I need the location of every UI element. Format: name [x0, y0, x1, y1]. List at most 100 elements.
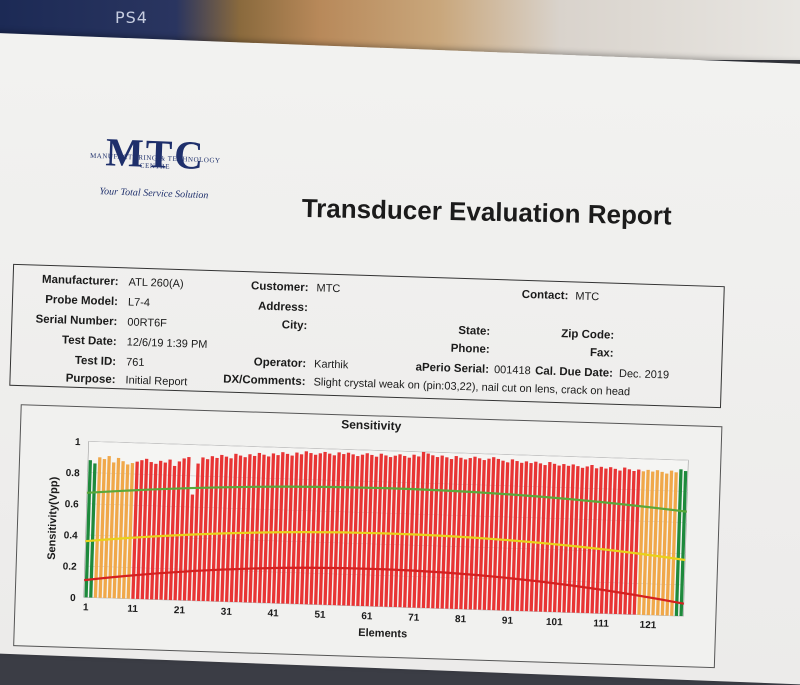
bar [201, 459, 210, 602]
city-label: City: [281, 319, 308, 333]
bar [187, 494, 195, 601]
bar [253, 452, 262, 603]
bar [145, 462, 153, 600]
bar [627, 470, 636, 615]
manufacturer-label: Manufacturer: [41, 273, 119, 289]
bar [229, 453, 238, 602]
bar [670, 472, 678, 616]
bar [299, 451, 309, 605]
bar [566, 464, 575, 613]
bar [552, 465, 561, 613]
x-tick-label: 21 [174, 605, 186, 616]
phone-label: Phone: [450, 342, 490, 356]
bar [182, 456, 191, 601]
bar [318, 451, 327, 605]
y-tick-label: 0.6 [65, 499, 80, 510]
bar [135, 460, 144, 600]
bar [426, 455, 435, 609]
bar [529, 461, 538, 612]
test-id-value: 761 [125, 356, 145, 369]
bar [613, 470, 622, 615]
purpose-label: Purpose: [65, 372, 116, 387]
bar [150, 463, 158, 600]
bar [117, 461, 125, 599]
address-label: Address: [257, 300, 309, 315]
x-tick-label: 101 [546, 617, 563, 629]
bar [543, 462, 552, 612]
mtc-logo: MTC MANUFACTURING & TECHNOLOGY CENTRE Yo… [79, 129, 231, 202]
bar [243, 454, 252, 603]
bar [262, 456, 271, 604]
bar [239, 457, 247, 603]
bar [538, 465, 547, 612]
bar [140, 458, 149, 600]
x-tick-label: 1 [83, 602, 89, 613]
bar [126, 462, 135, 599]
operator-value: Karthik [313, 358, 349, 372]
bar [609, 468, 617, 614]
bar [506, 459, 515, 611]
customer-value: MTC [316, 282, 341, 296]
bar [679, 471, 688, 617]
cal-due-date-value: Dec. 2019 [618, 367, 670, 382]
test-date-label: Test Date: [61, 334, 117, 349]
bar [89, 463, 97, 598]
bar [285, 455, 294, 604]
bar [224, 458, 233, 602]
bar [562, 465, 571, 613]
report-title: Transducer Evaluation Report [301, 192, 672, 231]
bar [468, 456, 477, 610]
test-id-label: Test ID: [74, 354, 117, 369]
x-tick-label: 71 [408, 612, 420, 623]
bar [492, 458, 501, 611]
zip-code-label: Zip Code: [560, 328, 615, 342]
bar [248, 455, 257, 603]
bar [417, 451, 426, 608]
bar [595, 466, 603, 614]
dx-comments-label: DX/Comments: [222, 373, 306, 389]
bar [501, 462, 510, 611]
bar [515, 462, 524, 611]
bar [164, 459, 172, 600]
dx-comments-value: Slight crystal weak on (pin:03,22), nail… [313, 376, 631, 399]
cal-due-date-label: Cal. Due Date: [534, 365, 614, 380]
y-tick-label: 0.2 [63, 561, 78, 572]
bar [112, 457, 121, 599]
x-tick-label: 11 [127, 604, 138, 615]
bar [463, 457, 472, 610]
y-tick-label: 1 [75, 437, 81, 448]
bar [290, 452, 299, 604]
bar [84, 460, 93, 598]
chart-svg: 00.20.40.60.811 11 21 31 41 51 61 71 81 91 101 111 1… [46, 437, 689, 640]
x-tick-label: 81 [455, 614, 467, 625]
bar [98, 458, 107, 598]
ps-logo: PS4 [115, 8, 148, 27]
threshold-line [85, 531, 686, 562]
threshold-line [84, 566, 685, 605]
bar [435, 455, 444, 609]
serial-number-label: Serial Number: [35, 313, 118, 329]
bar [440, 457, 449, 609]
bar [651, 470, 660, 616]
bar [173, 461, 182, 601]
bar [431, 456, 440, 609]
bar [548, 463, 557, 612]
probe-model-value: L7-4 [127, 296, 151, 310]
fax-label: Fax: [589, 346, 614, 360]
x-tick-label: 121 [639, 620, 656, 632]
bar [178, 458, 186, 601]
bar [168, 465, 177, 601]
logo-tagline: Your Total Service Solution [99, 186, 209, 202]
bar [196, 457, 205, 601]
bar [581, 466, 589, 614]
bar [454, 457, 463, 610]
x-tick-label: 51 [314, 610, 326, 621]
bar [159, 462, 167, 600]
bar [121, 464, 130, 599]
probe-model-label: Probe Model: [44, 293, 119, 309]
bar [107, 462, 116, 599]
x-tick-label: 31 [221, 607, 233, 618]
bar [192, 463, 200, 601]
sensitivity-chart: Sensitivity 0 0.2 0.4 0.6 0.8 1 1 11 21 31 41 51 61 7… [13, 404, 723, 669]
bar [421, 453, 430, 609]
